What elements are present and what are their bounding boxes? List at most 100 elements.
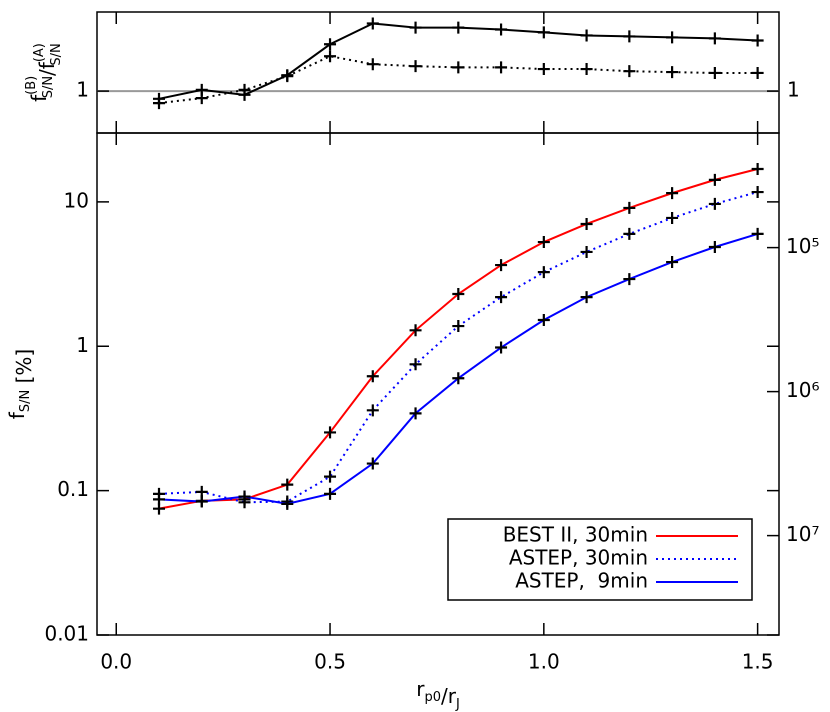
point-marker <box>751 227 764 240</box>
point-marker <box>708 197 721 210</box>
y-axis-label-text: /f <box>35 61 59 76</box>
y-axis-label-sup: (B) <box>24 76 39 95</box>
point-marker <box>751 162 764 175</box>
y2-tick-label: 10⁶ <box>786 378 819 402</box>
point-marker <box>708 173 721 186</box>
point-marker <box>623 30 636 43</box>
point-marker <box>452 61 465 74</box>
point-marker <box>495 61 508 74</box>
point-marker <box>366 17 379 30</box>
point-marker <box>495 23 508 36</box>
y-axis-label-sup: (A) <box>32 43 47 62</box>
y-tick-label: 0.1 <box>57 477 89 501</box>
point-marker <box>537 266 550 279</box>
point-marker <box>623 201 636 214</box>
x-axis-label-sub: p0 <box>424 690 441 705</box>
x-tick-label: 1.0 <box>528 650 560 674</box>
x-tick-label: 0.5 <box>314 650 346 674</box>
point-marker <box>623 273 636 286</box>
point-marker <box>452 288 465 301</box>
point-marker <box>495 291 508 304</box>
x-tick-label: 0.0 <box>100 650 132 674</box>
y-tick-label: 1 <box>76 78 89 102</box>
point-marker <box>153 97 165 110</box>
point-marker <box>238 490 251 503</box>
y-axis-label: fS/N [%] <box>5 349 36 419</box>
point-marker <box>153 493 165 506</box>
point-marker <box>537 26 550 39</box>
point-marker <box>366 404 379 417</box>
y-axis-label: f(B) S/N/f(A) S/N <box>24 43 64 102</box>
point-marker <box>366 58 379 71</box>
point-marker <box>666 31 679 44</box>
point-marker <box>751 66 764 79</box>
series-line <box>158 232 758 505</box>
point-marker <box>580 63 593 76</box>
plot-frame <box>96 132 780 636</box>
series-line <box>158 191 758 504</box>
y-axis-label-text: f <box>27 94 51 102</box>
legend-label: ASTEP, 30min <box>509 546 648 570</box>
point-marker <box>666 187 679 200</box>
y-axis-label-sub: S/N <box>18 390 33 412</box>
point-marker <box>537 236 550 249</box>
point-marker <box>366 370 379 383</box>
point-marker <box>238 83 251 96</box>
point-marker <box>281 70 294 83</box>
point-marker <box>580 29 593 42</box>
x-axis-label-text: r <box>416 677 425 701</box>
y-tick-label: 1 <box>76 333 89 357</box>
point-marker <box>751 186 764 199</box>
y-tick-label: 10 <box>64 188 89 212</box>
point-marker <box>751 34 764 47</box>
point-marker <box>409 324 422 337</box>
point-marker <box>452 21 465 34</box>
point-marker <box>409 21 422 34</box>
x-axis-label-text: /r <box>441 684 457 708</box>
point-marker <box>409 407 422 420</box>
point-marker <box>281 497 294 510</box>
y-axis-label-sub: S/N <box>41 76 56 98</box>
y2-tick-label: 10⁵ <box>786 234 819 258</box>
point-marker <box>324 38 337 51</box>
point-marker <box>537 314 550 327</box>
y-tick-label: 1 <box>787 78 800 102</box>
point-marker <box>708 240 721 253</box>
point-marker <box>195 495 208 508</box>
point-marker <box>623 227 636 240</box>
point-marker <box>623 65 636 78</box>
point-marker <box>708 32 721 45</box>
y-axis-label-sub: S/N <box>49 43 64 65</box>
point-marker <box>580 291 593 304</box>
x-axis-label: rp0/rJ <box>416 677 460 712</box>
point-marker <box>366 457 379 470</box>
point-marker <box>495 341 508 354</box>
point-marker <box>324 487 337 500</box>
x-tick-label: 1.5 <box>742 650 774 674</box>
point-marker <box>409 358 422 371</box>
y-tick-label: 0.01 <box>44 622 89 646</box>
point-marker <box>537 63 550 76</box>
x-axis-label-sub: J <box>455 697 460 712</box>
legend-label: BEST II, 30min <box>503 523 648 547</box>
point-marker <box>666 211 679 224</box>
legend-label: ASTEP, 9min <box>515 569 648 593</box>
point-marker <box>666 256 679 269</box>
point-marker <box>409 60 422 73</box>
point-marker <box>324 426 337 439</box>
y2-tick-label: 10⁷ <box>786 522 819 546</box>
point-marker <box>195 92 208 105</box>
legend-box <box>447 518 753 601</box>
point-marker <box>580 217 593 230</box>
point-marker <box>495 259 508 272</box>
y-axis-label-text: [%] <box>12 349 36 390</box>
point-marker <box>666 66 679 79</box>
point-marker <box>708 66 721 79</box>
point-marker <box>580 245 593 258</box>
point-marker <box>452 372 465 385</box>
y-axis-label-text: f <box>5 411 29 419</box>
point-marker <box>281 478 294 491</box>
point-marker <box>324 470 337 483</box>
point-marker <box>452 320 465 333</box>
